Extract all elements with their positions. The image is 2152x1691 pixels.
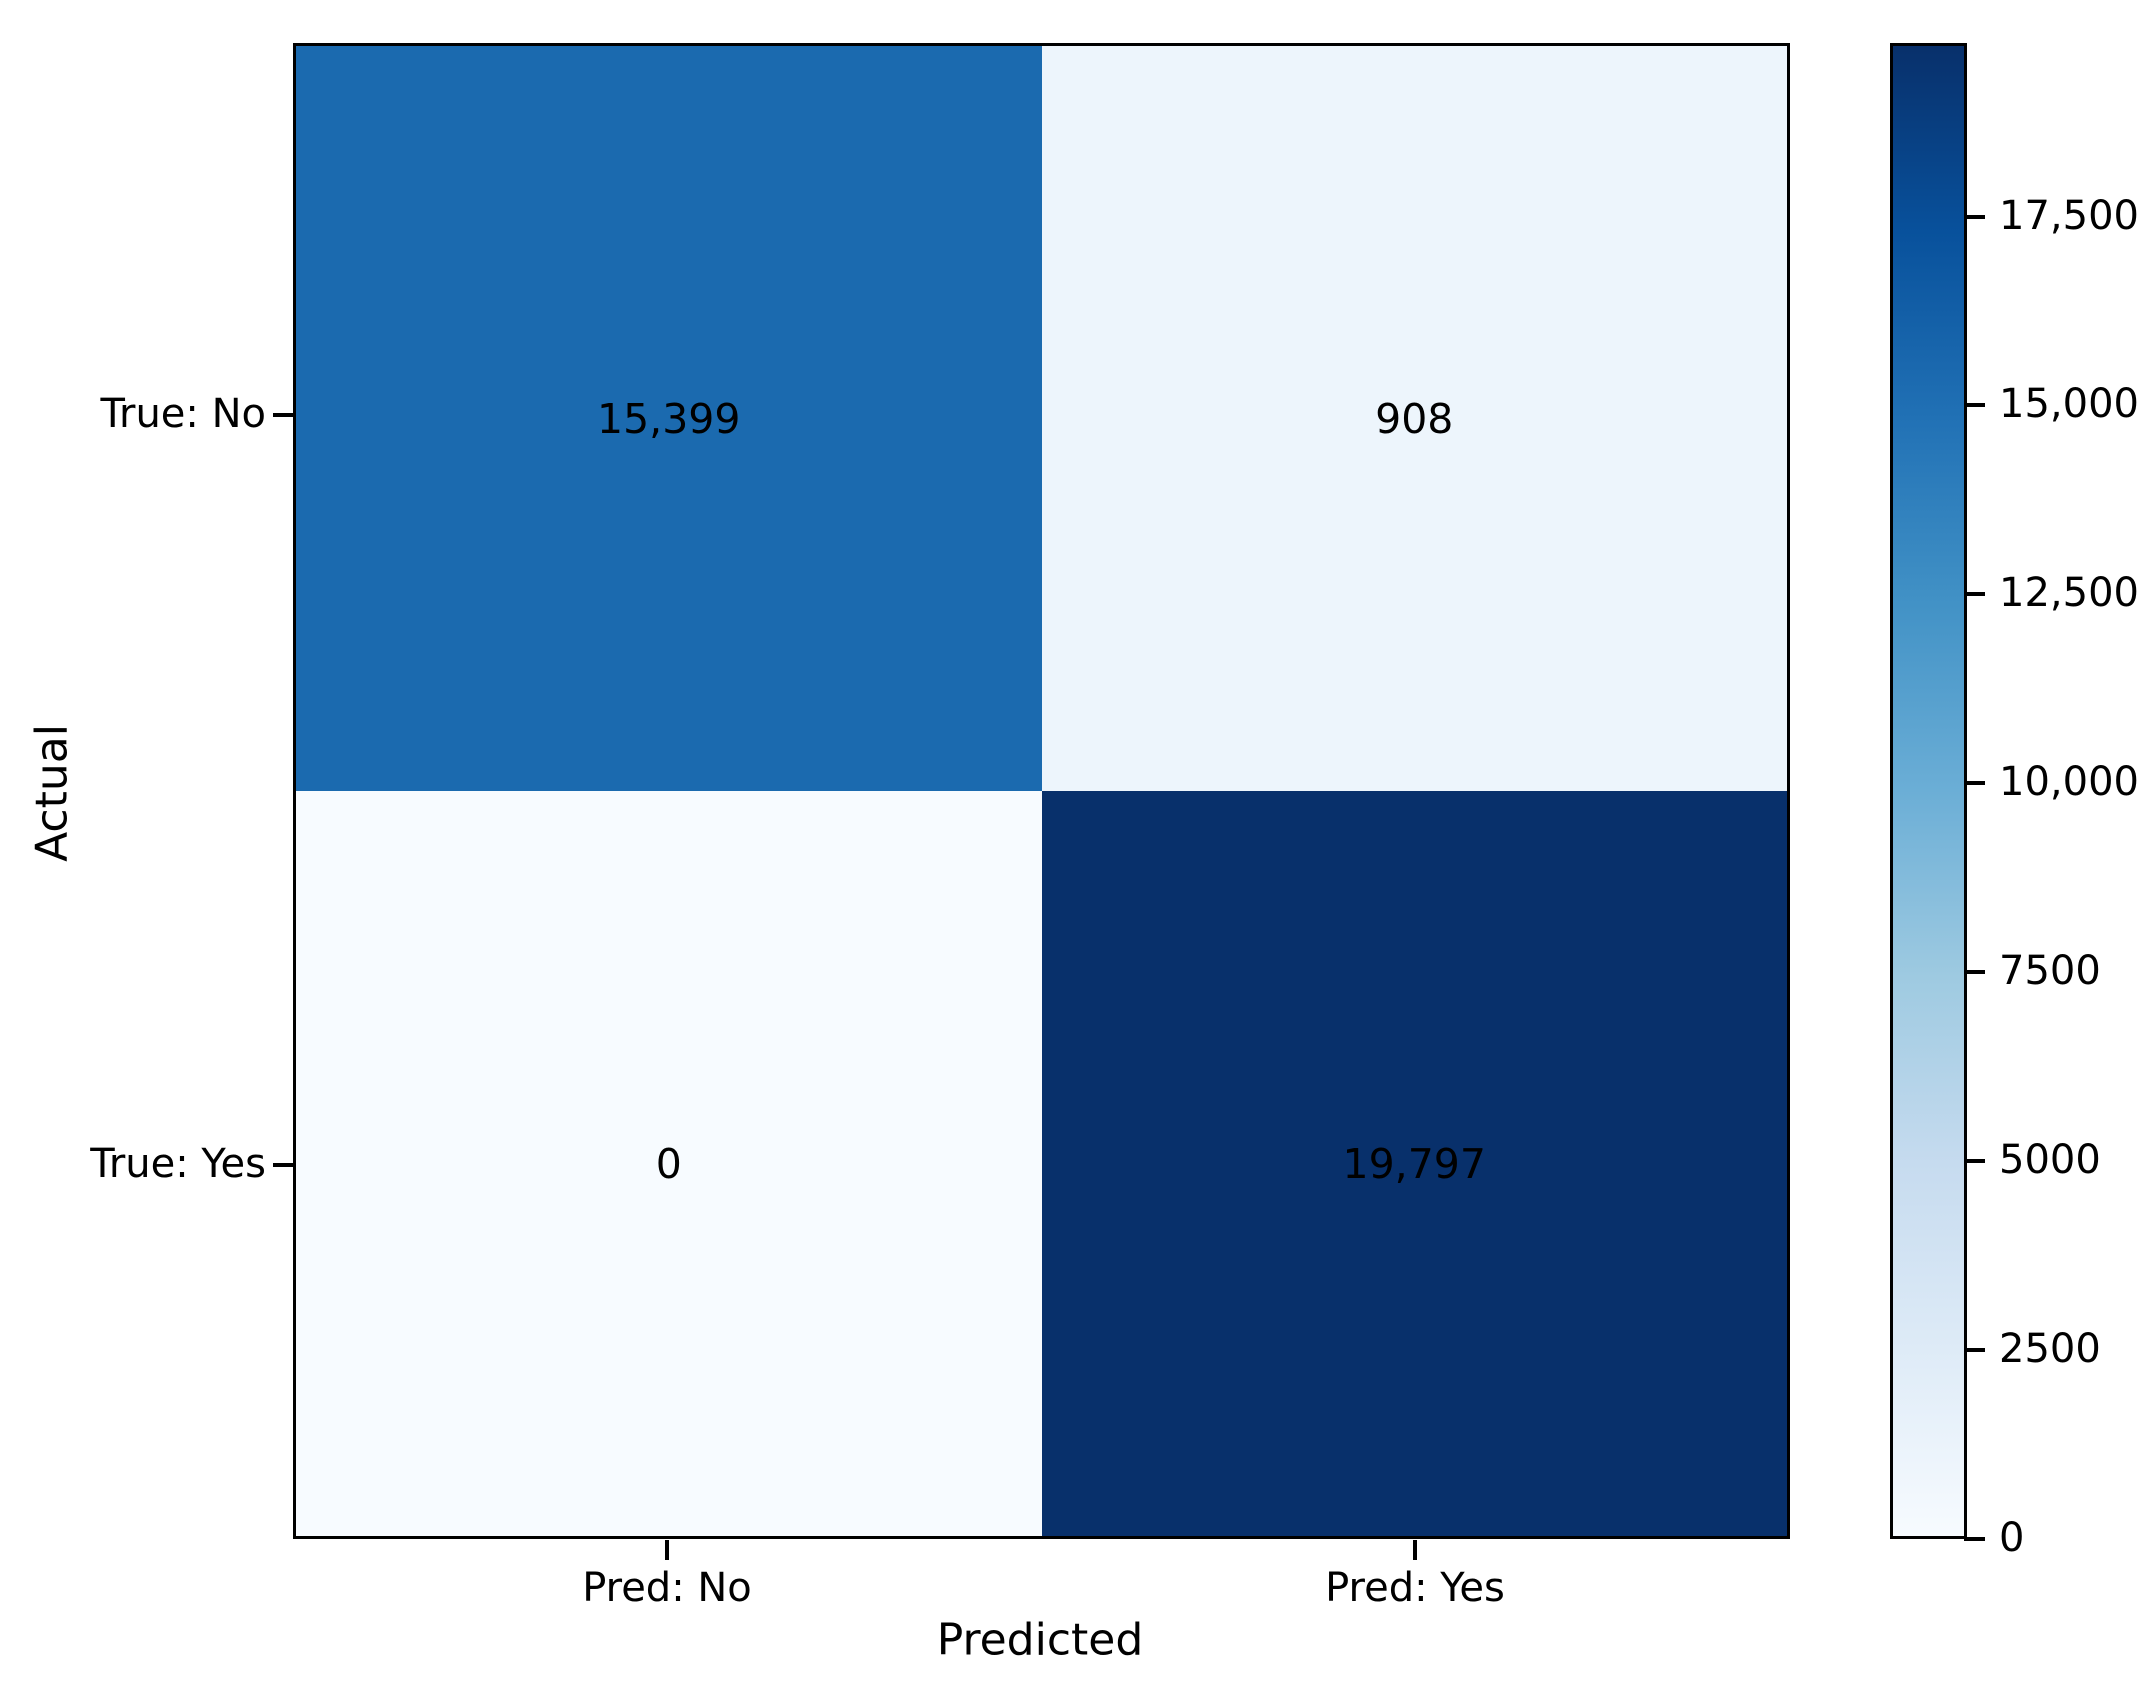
colorbar-tick-label-15000: 15,000 — [1999, 381, 2139, 428]
colorbar — [1890, 43, 1967, 1539]
y-tick-mark-true-yes — [273, 1163, 293, 1167]
x-axis-title: Predicted — [936, 1614, 1144, 1666]
colorbar-tick-label-5000: 5000 — [1999, 1137, 2101, 1184]
heatmap-cell-true-no-pred-no: 15,399 — [296, 46, 1042, 791]
y-tick-mark-true-no — [273, 413, 293, 417]
x-tick-mark-pred-no — [665, 1540, 669, 1560]
x-tick-label-pred-yes: Pred: Yes — [1325, 1565, 1505, 1611]
x-tick-mark-pred-yes — [1413, 1540, 1417, 1560]
colorbar-tick-mark-12500 — [1964, 592, 1985, 597]
y-tick-label-true-no: True: No — [100, 391, 266, 438]
colorbar-tick-label-10000: 10,000 — [1999, 759, 2139, 806]
colorbar-tick-mark-17500 — [1964, 214, 1985, 219]
heatmap-cell-true-yes-pred-no: 0 — [296, 791, 1042, 1536]
y-tick-label-true-yes: True: Yes — [90, 1141, 266, 1188]
colorbar-tick-mark-7500 — [1964, 970, 1985, 975]
y-axis-title: Actual — [26, 724, 78, 862]
colorbar-tick-label-12500: 12,500 — [1999, 570, 2139, 617]
colorbar-tick-label-2500: 2500 — [1999, 1326, 2101, 1373]
colorbar-tick-mark-15000 — [1964, 403, 1985, 408]
colorbar-tick-label-0: 0 — [1999, 1515, 2025, 1562]
colorbar-tick-mark-2500 — [1964, 1348, 1985, 1353]
x-tick-label-pred-no: Pred: No — [582, 1565, 752, 1611]
colorbar-tick-mark-5000 — [1964, 1159, 1985, 1164]
heatmap-cell-true-no-pred-yes: 908 — [1041, 46, 1787, 791]
colorbar-tick-label-17500: 17,500 — [1999, 192, 2139, 239]
heatmap-plot-area: 15,399 908 0 19,797 — [293, 43, 1790, 1539]
colorbar-tick-mark-10000 — [1964, 781, 1985, 786]
colorbar-tick-label-7500: 7500 — [1999, 948, 2101, 995]
heatmap-cell-true-yes-pred-yes: 19,797 — [1041, 791, 1787, 1536]
colorbar-tick-mark-0 — [1964, 1537, 1985, 1541]
